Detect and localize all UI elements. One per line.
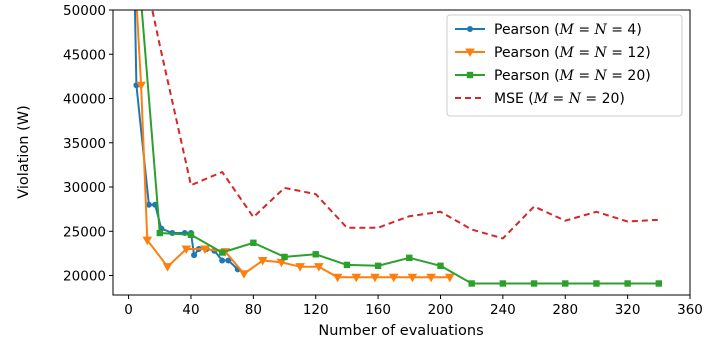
data-point: [312, 251, 319, 258]
y-axis-label: Violation (W): [16, 105, 32, 198]
data-point: [426, 273, 436, 283]
series-2: [138, 0, 663, 287]
series-3: [151, 10, 659, 240]
data-point: [624, 280, 631, 287]
series-line: [140, 10, 659, 285]
legend-label: Pearson (M = N = 4): [494, 22, 642, 38]
data-point: [374, 262, 382, 269]
data-point: [351, 273, 362, 283]
data-point: [343, 261, 351, 269]
data-point: [225, 257, 232, 264]
data-point: [187, 231, 195, 239]
data-point: [136, 81, 146, 91]
data-point: [219, 257, 226, 264]
series-1: [132, 0, 455, 283]
legend: Pearson (M = N = 4) Pearson (M = N = 12) P…: [446, 14, 683, 117]
y-tick-label: 20000: [63, 269, 106, 285]
legend-label: MSE (M = N = 20): [494, 91, 625, 107]
data-point: [593, 280, 600, 287]
x-tick-label: 240: [490, 302, 516, 318]
data-point: [445, 273, 455, 283]
data-point: [276, 258, 287, 268]
data-point: [655, 280, 663, 287]
data-point: [250, 239, 257, 246]
data-point: [257, 256, 268, 266]
data-point: [281, 253, 288, 261]
data-point: [218, 249, 226, 256]
x-tick-label: 80: [245, 302, 262, 318]
legend-marker: [465, 48, 475, 57]
legend-label: Pearson (M = N = 20): [494, 68, 651, 84]
y-axis-ticks: 20000 25000 30000 35000 40000 45000 50000: [63, 3, 113, 285]
x-tick-label: 160: [365, 302, 391, 318]
data-point: [162, 263, 173, 272]
data-point: [295, 263, 305, 272]
series-line: [151, 10, 659, 240]
data-point: [314, 263, 324, 272]
x-tick-label: 320: [615, 302, 641, 318]
x-tick-label: 40: [182, 302, 199, 318]
legend-label: Pearson (M = N = 12): [494, 45, 651, 61]
y-tick-label: 40000: [63, 92, 106, 108]
data-point: [468, 280, 475, 287]
legend-item: Pearson (M = N = 4): [455, 22, 642, 38]
series-layer: [132, 0, 663, 287]
y-tick-label: 35000: [63, 136, 106, 152]
data-point: [406, 254, 413, 262]
x-tick-label: 200: [428, 302, 454, 318]
x-tick-label: 360: [677, 302, 703, 318]
y-tick-label: 25000: [63, 224, 106, 240]
data-point: [499, 280, 507, 287]
y-tick-label: 50000: [63, 3, 106, 19]
x-tick-label: 0: [124, 302, 133, 318]
data-point: [388, 273, 399, 283]
legend-item: Pearson (M = N = 20): [455, 68, 651, 84]
data-point: [332, 273, 343, 283]
x-tick-label: 120: [303, 302, 329, 318]
data-point: [132, 0, 142, 6]
x-tick-label: 280: [552, 302, 578, 318]
data-point: [156, 229, 163, 237]
data-point: [407, 273, 418, 283]
legend-box: [446, 14, 683, 117]
data-point: [142, 236, 153, 246]
x-axis-ticks: 0 40 80 120 160 200 240 280 320 360: [124, 295, 703, 318]
legend-item: MSE (M = N = 20): [455, 91, 625, 107]
legend-marker: [466, 71, 474, 79]
plot-frame: [112, 9, 691, 296]
data-point: [370, 273, 380, 283]
data-point: [138, 0, 144, 4]
legend-item: Pearson (M = N = 12): [455, 45, 651, 61]
data-point: [200, 245, 210, 254]
data-point: [181, 245, 192, 254]
data-point: [562, 280, 569, 287]
y-tick-label: 45000: [63, 47, 106, 63]
x-axis-label: Number of evaluations: [318, 323, 483, 339]
data-point: [437, 262, 444, 269]
data-point: [530, 280, 538, 287]
data-point: [132, 0, 138, 4]
data-point: [145, 201, 152, 208]
data-point: [191, 252, 198, 259]
data-point: [239, 270, 249, 279]
y-tick-label: 30000: [63, 180, 106, 196]
legend-marker: [467, 26, 473, 32]
